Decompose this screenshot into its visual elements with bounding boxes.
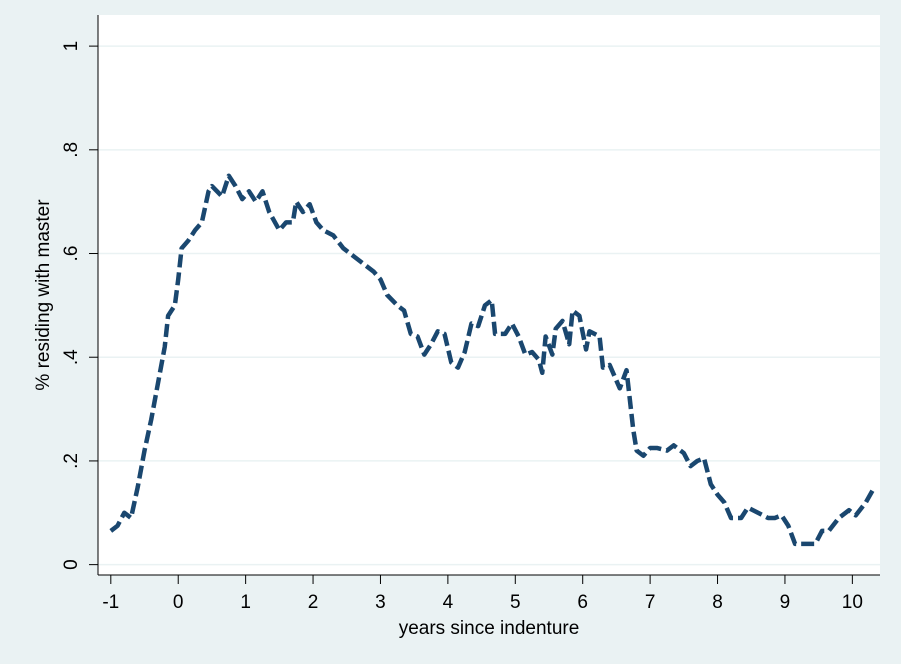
x-tick-label: 10 <box>842 592 863 613</box>
x-tick-label: 5 <box>510 592 521 613</box>
x-tick-label: -1 <box>102 592 119 613</box>
x-tick-label: 0 <box>173 592 184 613</box>
y-tick-label: .8 <box>61 142 82 158</box>
x-tick-label: 3 <box>375 592 386 613</box>
y-tick-label: .2 <box>61 453 82 469</box>
x-axis-title: years since indenture <box>399 618 580 639</box>
x-tick-label: 2 <box>308 592 319 613</box>
x-tick-label: 9 <box>780 592 791 613</box>
data-line <box>109 173 877 547</box>
plot-area <box>98 15 880 575</box>
y-axis-title: % residing with master <box>33 199 54 391</box>
y-tick-label: .4 <box>61 349 82 365</box>
x-tick-label: 6 <box>577 592 588 613</box>
x-tick-label: 8 <box>712 592 723 613</box>
x-tick-label: 4 <box>443 592 454 613</box>
y-tick-label: 0 <box>61 559 82 570</box>
x-tick-label: 7 <box>645 592 656 613</box>
y-tick-label: 1 <box>61 41 82 52</box>
y-tick-label: .6 <box>61 246 82 262</box>
x-tick-label: 1 <box>240 592 251 613</box>
